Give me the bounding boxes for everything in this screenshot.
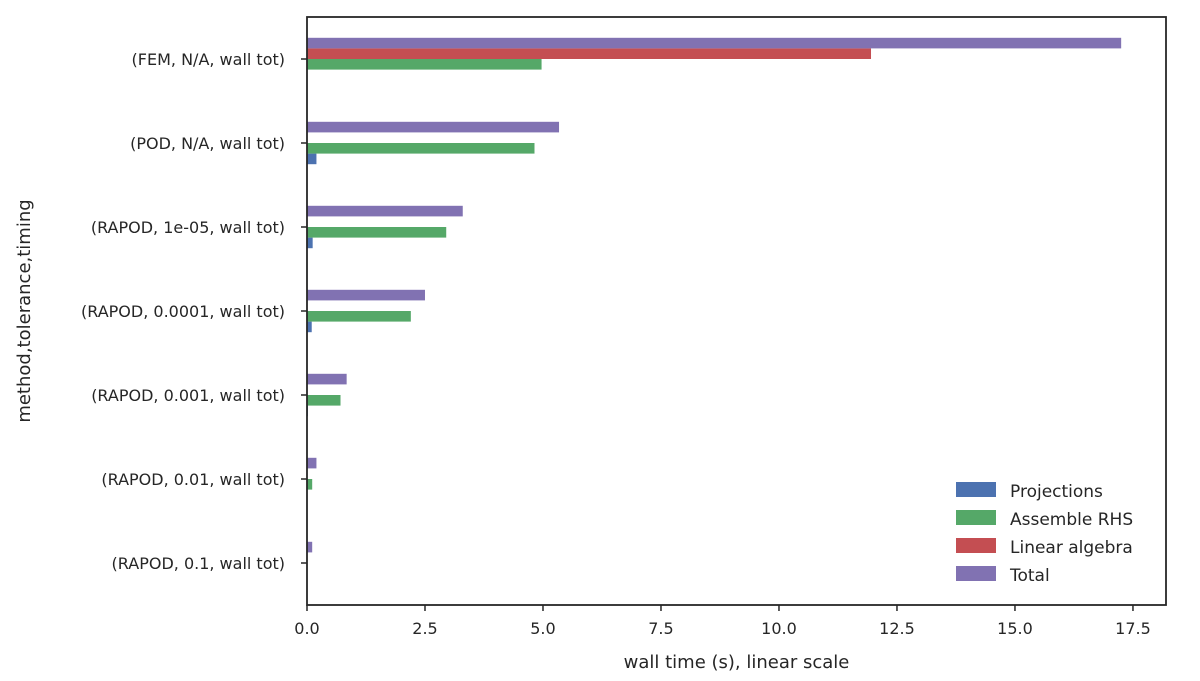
bar-total-2 — [307, 121, 560, 133]
bar-assemble-rhs-3 — [307, 227, 447, 238]
y-tick-label: (RAPOD, 0.001, wall tot) — [91, 386, 285, 405]
x-axis: 0.0 2.5 5.0 7.5 10.0 12.5 15.0 17.5 — [294, 605, 1151, 638]
bar-assemble-rhs-2 — [307, 143, 535, 154]
bar-assemble-rhs-1 — [307, 59, 542, 70]
legend-swatch-total — [956, 566, 996, 581]
bar-total-5 — [307, 373, 347, 385]
legend-label-total: Total — [1009, 566, 1050, 586]
bar-total-1 — [307, 37, 1122, 49]
bar-total-7 — [307, 541, 313, 553]
x-tick-label: 2.5 — [412, 619, 437, 638]
x-tick-label: 5.0 — [530, 619, 555, 638]
y-axis: (FEM, N/A, wall tot) (POD, N/A, wall tot)… — [81, 50, 307, 573]
x-tick-label: 0.0 — [294, 619, 319, 638]
y-tick-label: (FEM, N/A, wall tot) — [132, 50, 285, 69]
bar-total-6 — [307, 457, 317, 469]
legend: Projections Assemble RHS Linear algebra Tot… — [956, 482, 1133, 586]
y-axis-label: method,tolerance,timing — [14, 199, 35, 422]
y-tick-label: (RAPOD, 0.0001, wall tot) — [81, 302, 285, 321]
x-tick-label: 10.0 — [761, 619, 797, 638]
y-tick-label: (RAPOD, 0.01, wall tot) — [101, 470, 285, 489]
legend-swatch-assemble-rhs — [956, 510, 996, 525]
bar-projections-4 — [307, 321, 312, 333]
bar-assemble-rhs-6 — [307, 479, 313, 490]
bar-total-3 — [307, 205, 463, 217]
x-tick-label: 17.5 — [1115, 619, 1151, 638]
y-tick-label: (RAPOD, 0.1, wall tot) — [112, 554, 285, 573]
y-tick-label: (POD, N/A, wall tot) — [130, 134, 285, 153]
legend-label-assemble-rhs: Assemble RHS — [1010, 510, 1133, 530]
bar-projections-2 — [307, 153, 317, 165]
x-tick-label: 15.0 — [997, 619, 1033, 638]
bar-assemble-rhs-5 — [307, 395, 341, 406]
bar-total-4 — [307, 289, 425, 301]
bar-assemble-rhs-4 — [307, 311, 411, 322]
bars-layer — [307, 37, 1122, 574]
legend-label-linear-algebra: Linear algebra — [1010, 538, 1133, 558]
bar-linear-algebra-1 — [307, 48, 872, 59]
legend-swatch-linear-algebra — [956, 538, 996, 553]
x-axis-label: wall time (s), linear scale — [624, 652, 850, 673]
x-tick-label: 7.5 — [648, 619, 673, 638]
legend-swatch-projections — [956, 482, 996, 497]
x-tick-label: 12.5 — [879, 619, 915, 638]
bar-projections-3 — [307, 237, 313, 249]
y-tick-label: (RAPOD, 1e-05, wall tot) — [91, 218, 285, 237]
legend-label-projections: Projections — [1010, 482, 1103, 502]
